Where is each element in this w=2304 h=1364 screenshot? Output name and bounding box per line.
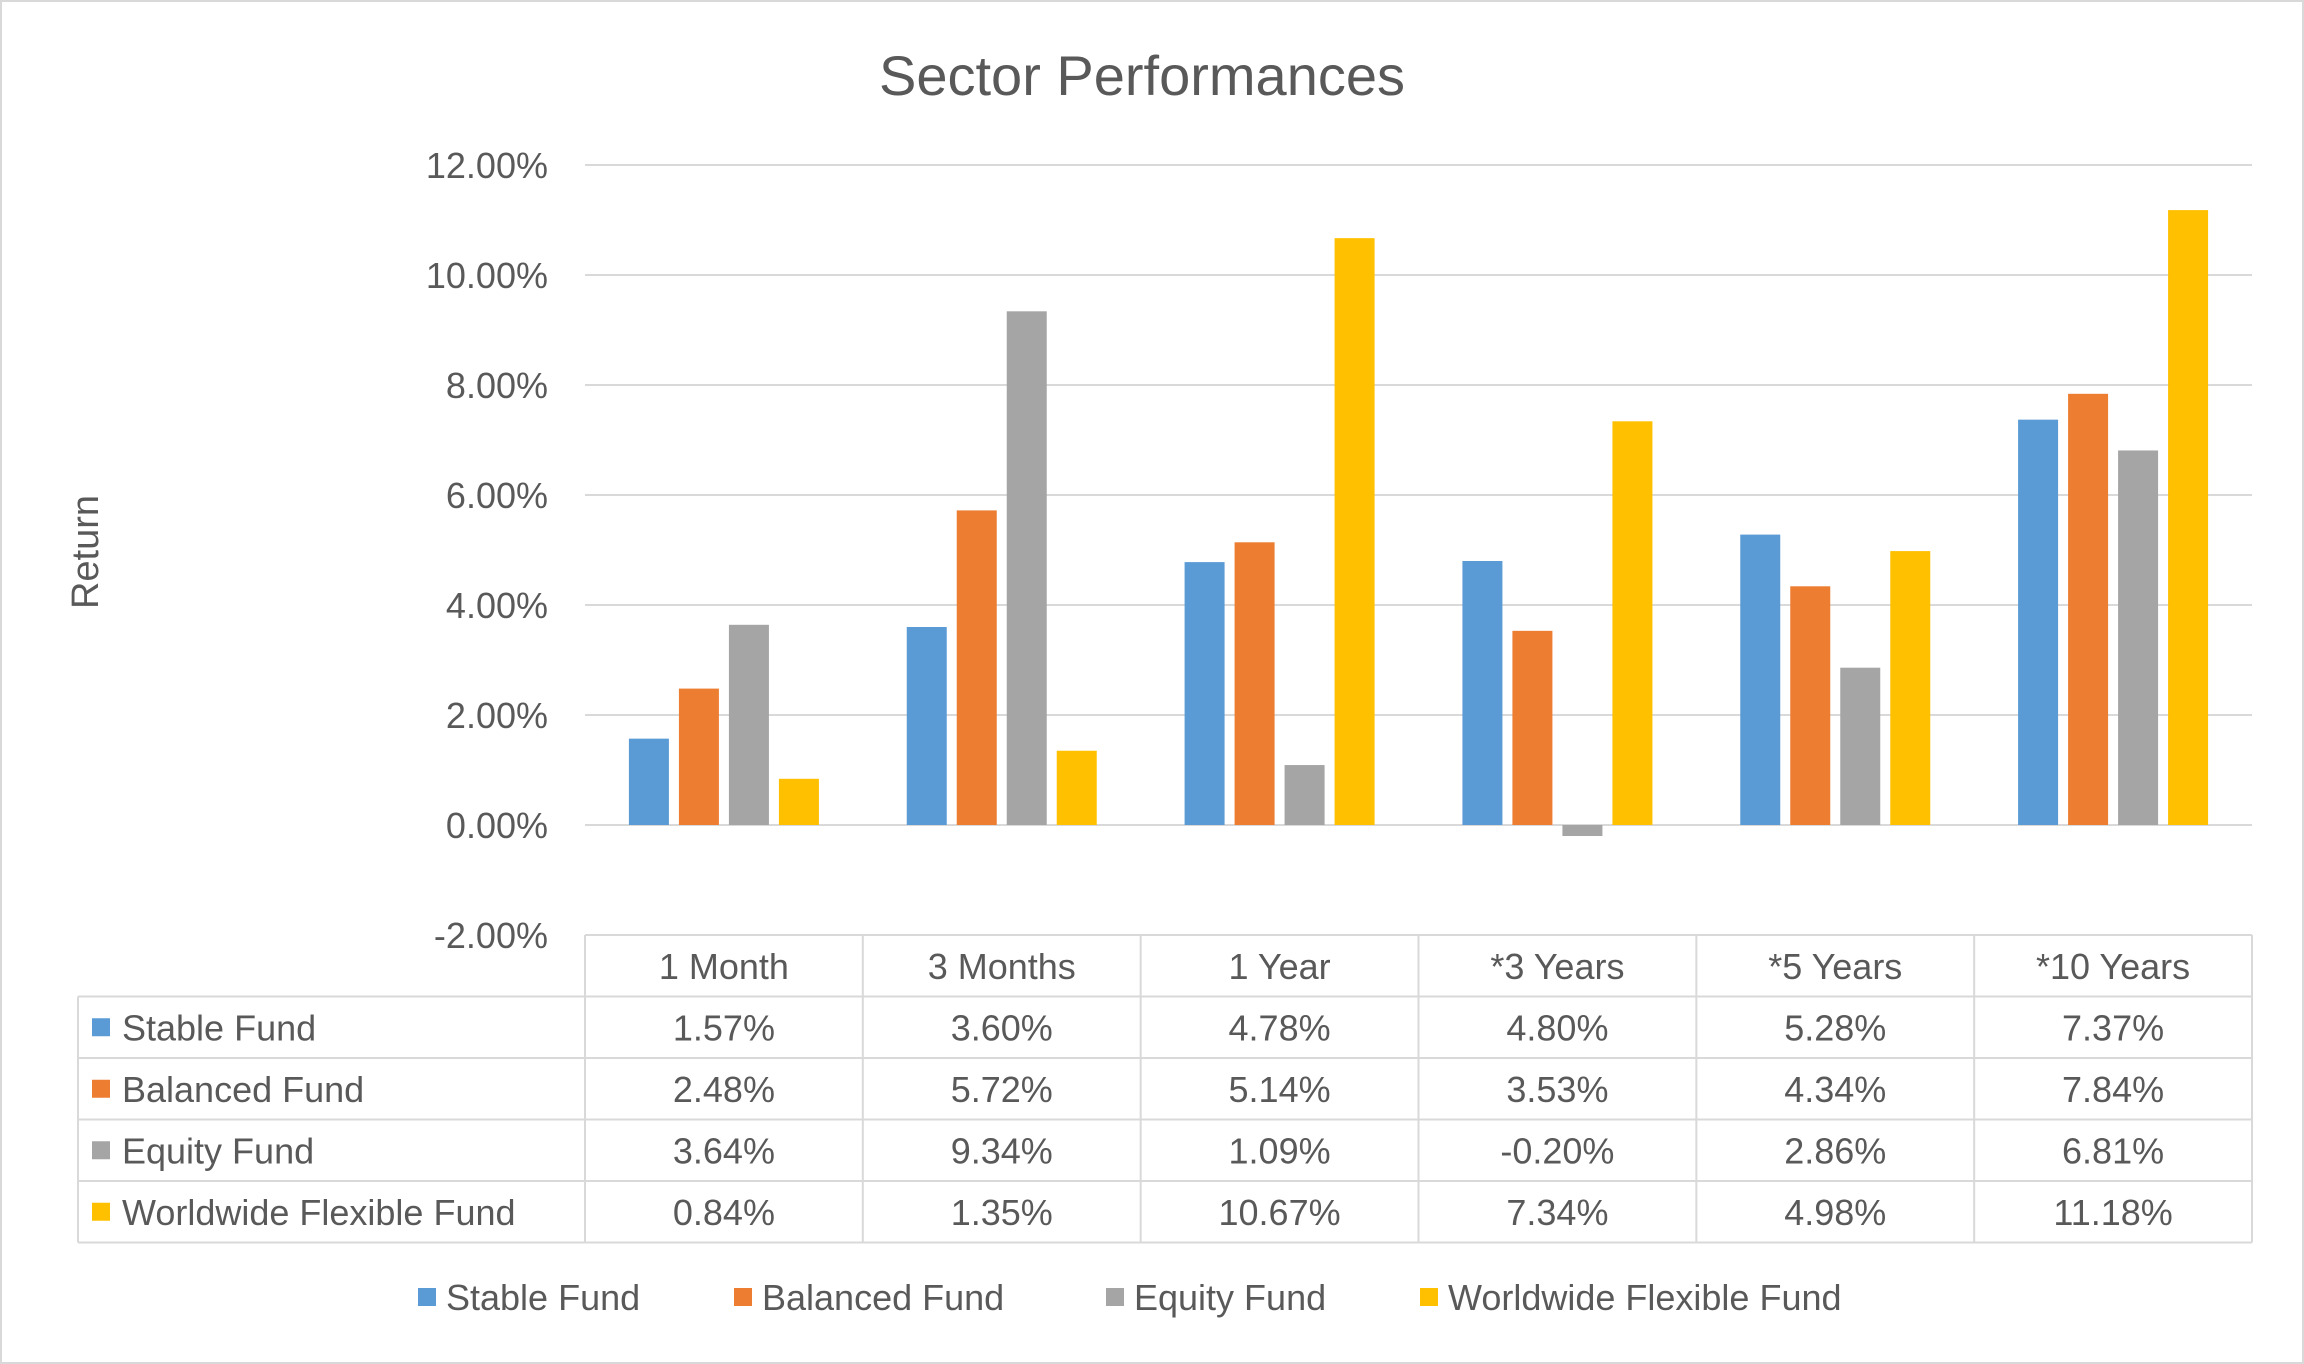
table-header-cell: 1 Year <box>1229 946 1331 987</box>
table-value-cell: 11.18% <box>2053 1192 2172 1233</box>
table-value-cell: 2.48% <box>673 1069 775 1110</box>
table-header-cell: 1 Month <box>659 946 789 987</box>
table-value-cell: 7.34% <box>1506 1192 1608 1233</box>
bar <box>678 688 719 825</box>
table-row-label: Stable Fund <box>122 1007 316 1048</box>
data-table: 1 Month 3 Months 1 Year *3 Years *5 Years *10… <box>77 934 2253 1244</box>
table-value-cell: 3.60% <box>951 1007 1053 1048</box>
bar <box>1562 825 1603 836</box>
legend-label: Equity Fund <box>1134 1277 1326 1318</box>
table-row-label: Worldwide Flexible Fund <box>122 1192 516 1233</box>
legend-label: Stable Fund <box>446 1277 640 1318</box>
bar <box>1462 561 1503 825</box>
bar <box>1740 534 1781 825</box>
bar <box>1790 586 1831 825</box>
table-value-cell: 4.78% <box>1229 1007 1331 1048</box>
y-tick-label: 0.00% <box>446 805 548 846</box>
table-value-cell: 4.34% <box>1784 1069 1886 1110</box>
table-row-label: Equity Fund <box>122 1130 314 1171</box>
y-tick-label: 4.00% <box>446 585 548 626</box>
y-tick-label: 2.00% <box>446 695 548 736</box>
legend-swatch <box>1420 1288 1438 1306</box>
table-value-cell: 6.81% <box>2062 1130 2164 1171</box>
bar <box>1890 551 1931 825</box>
table-value-cell: 1.57% <box>673 1007 775 1048</box>
bar <box>1512 630 1553 825</box>
table-value-cell: 2.86% <box>1784 1130 1886 1171</box>
table-legend-key <box>92 1079 110 1098</box>
bar <box>1184 562 1225 825</box>
y-axis-ticks: -2.00% 0.00% 2.00% 4.00% 6.00% 8.00% 10.00% 12.… <box>426 145 548 956</box>
table-value-cell: 7.84% <box>2062 1069 2164 1110</box>
bar <box>2018 419 2059 825</box>
chart-title: Sector Performances <box>879 44 1405 107</box>
table-value-cell: 1.35% <box>951 1192 1053 1233</box>
table-header-cell: *10 Years <box>2036 946 2190 987</box>
bar <box>2118 450 2159 825</box>
y-tick-label: 10.00% <box>426 255 548 296</box>
table-value-cell: 7.37% <box>2062 1007 2164 1048</box>
table-value-cell: 5.72% <box>951 1069 1053 1110</box>
bar <box>1840 667 1881 825</box>
table-legend-key <box>92 1202 110 1221</box>
bar <box>2168 210 2209 826</box>
table-value-cell: 3.53% <box>1506 1069 1608 1110</box>
bar <box>1006 311 1047 825</box>
legend-swatch <box>418 1288 436 1306</box>
table-value-cell: 5.14% <box>1229 1069 1331 1110</box>
bar <box>628 738 669 825</box>
table-value-cell: 4.98% <box>1784 1192 1886 1233</box>
y-tick-label: 6.00% <box>446 475 548 516</box>
table-value-cell: 3.64% <box>673 1130 775 1171</box>
bar <box>1234 542 1275 825</box>
table-value-cell: 5.28% <box>1784 1007 1886 1048</box>
table-value-cell: 9.34% <box>951 1130 1053 1171</box>
bar <box>1334 238 1375 825</box>
bar <box>1056 750 1097 825</box>
table-value-cell: 10.67% <box>1219 1192 1341 1233</box>
legend-swatch <box>734 1288 752 1306</box>
y-axis-label: Return <box>65 495 107 609</box>
gridlines <box>585 164 2252 826</box>
table-header-cell: *3 Years <box>1490 946 1624 987</box>
bar <box>2068 393 2109 825</box>
table-value-cell: 4.80% <box>1506 1007 1608 1048</box>
legend: Stable Fund Balanced Fund Equity Fund World… <box>418 1277 1842 1318</box>
y-tick-label: 12.00% <box>426 145 548 186</box>
bars <box>628 210 2209 836</box>
bar <box>778 778 819 825</box>
bar <box>1284 765 1325 825</box>
bar <box>1612 421 1653 825</box>
y-tick-label: -2.00% <box>434 915 548 956</box>
table-value-cell: -0.20% <box>1500 1130 1614 1171</box>
table-value-cell: 0.84% <box>673 1192 775 1233</box>
table-row-label: Balanced Fund <box>122 1069 364 1110</box>
table-legend-key <box>92 1141 110 1160</box>
legend-swatch <box>1106 1288 1124 1306</box>
bar <box>728 624 769 825</box>
legend-label: Worldwide Flexible Fund <box>1448 1277 1842 1318</box>
table-header-cell: 3 Months <box>928 946 1076 987</box>
table-legend-key <box>92 1018 110 1037</box>
legend-label: Balanced Fund <box>762 1277 1004 1318</box>
table-value-cell: 1.09% <box>1229 1130 1331 1171</box>
bar <box>906 627 947 825</box>
bar <box>956 510 997 825</box>
y-tick-label: 8.00% <box>446 365 548 406</box>
table-header-cell: *5 Years <box>1768 946 1902 987</box>
